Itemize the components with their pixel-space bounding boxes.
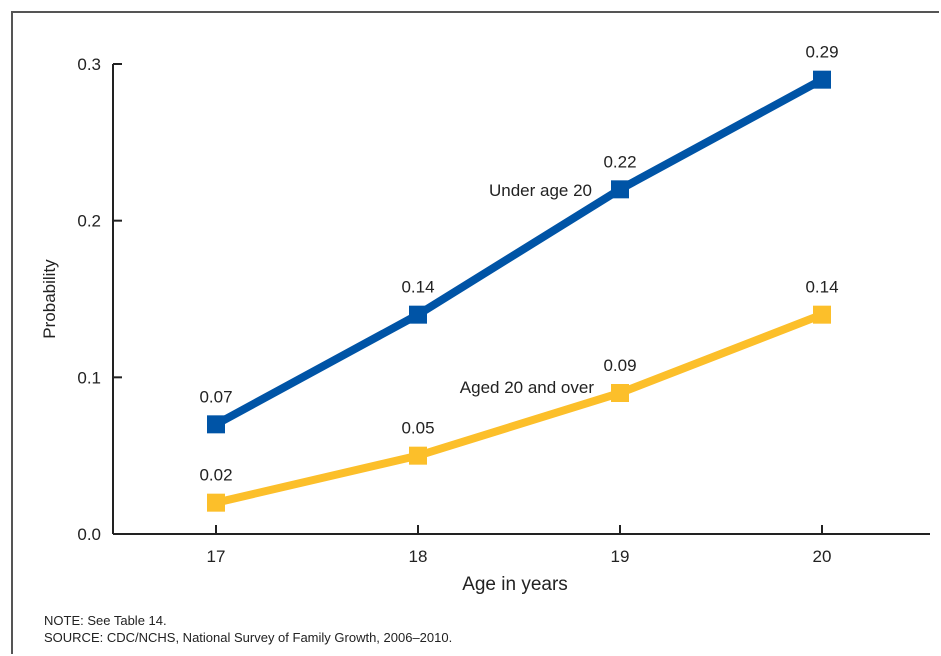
y-tick-label: 0.0 [77,525,101,544]
x-tick-label: 19 [611,547,630,566]
data-point-marker [813,70,831,89]
series-name-label: Under age 20 [489,181,592,200]
labels-layer: 0.0 0.1 0.2 0.3 17 18 19 20 Age in years Probabil… [40,43,839,595]
data-label: 0.02 [199,466,232,485]
axes [112,63,930,535]
series-line-0 [214,76,824,428]
data-point-marker [409,305,427,324]
y-tick-label: 0.3 [77,55,101,74]
x-tick-label: 18 [409,547,428,566]
series-name-label: Aged 20 and over [460,378,595,397]
x-axis-title: Age in years [462,574,568,595]
series-layer [207,70,831,512]
source-text: SOURCE: CDC/NCHS, National Survey of Fam… [44,630,453,645]
data-label: 0.14 [805,278,838,297]
data-label: 0.09 [603,356,636,375]
data-point-marker [207,415,225,434]
data-point-marker [409,446,427,465]
data-label: 0.14 [401,278,434,297]
data-point-marker [611,180,629,199]
note-text: NOTE: See Table 14. [44,613,167,628]
chart-notes: NOTE: See Table 14. SOURCE: CDC/NCHS, Na… [44,612,452,646]
y-tick-label: 0.1 [77,368,101,387]
x-tick-label: 17 [207,547,226,566]
series-line-1 [215,310,824,507]
data-point-marker [813,305,831,324]
x-tick-label: 20 [813,547,832,566]
y-tick-label: 0.2 [77,212,101,231]
data-label: 0.29 [805,43,838,62]
data-label: 0.22 [603,152,636,171]
y-axis-title: Probability [40,259,59,339]
data-point-marker [207,493,225,512]
data-label: 0.07 [199,387,232,406]
data-point-marker [611,384,629,402]
data-label: 0.05 [401,419,434,438]
